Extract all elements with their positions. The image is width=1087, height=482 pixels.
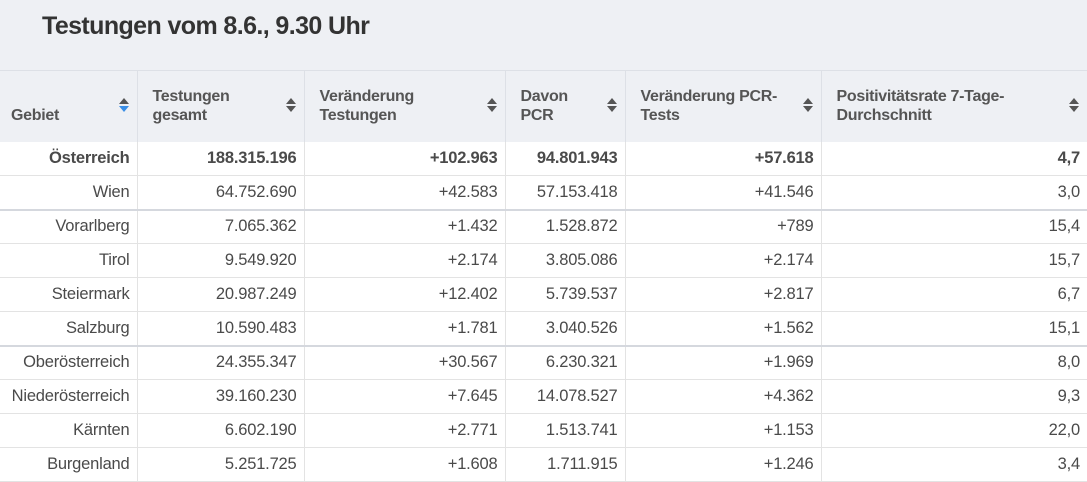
cell-gebiet: Oberösterreich bbox=[0, 345, 137, 380]
table-row: Burgenland 5.251.725 +1.608 1.711.915 +1.246… bbox=[0, 447, 1087, 482]
cell-veraenderung-testungen: +1.608 bbox=[303, 447, 505, 482]
cell-veraenderung-testungen: +2.771 bbox=[303, 413, 505, 448]
cell-davon-pcr: 14.078.527 bbox=[504, 379, 625, 414]
cell-positivitaetsrate: 3,4 bbox=[820, 447, 1087, 482]
cell-davon-pcr: 6.230.321 bbox=[504, 345, 625, 380]
column-label: Davon PCR bbox=[520, 88, 569, 124]
table-row: Steiermark 20.987.249 +12.402 5.739.537 +2.8… bbox=[0, 277, 1087, 312]
cell-davon-pcr: 3.040.526 bbox=[504, 311, 625, 347]
cell-veraenderung-pcr: +41.546 bbox=[624, 175, 821, 211]
cell-veraenderung-testungen: +2.174 bbox=[303, 243, 505, 278]
cell-positivitaetsrate: 6,7 bbox=[820, 277, 1087, 312]
cell-veraenderung-testungen: +42.583 bbox=[303, 175, 505, 211]
cell-testungen-gesamt: 5.251.725 bbox=[136, 447, 304, 482]
cell-testungen-gesamt: 6.602.190 bbox=[136, 413, 304, 448]
cell-testungen-gesamt: 9.549.920 bbox=[136, 243, 304, 278]
column-label: Gebiet bbox=[11, 107, 59, 124]
cell-gebiet: Niederösterreich bbox=[0, 379, 137, 414]
column-header-testungen-gesamt[interactable]: Testungen gesamt bbox=[136, 70, 304, 142]
cell-davon-pcr: 5.739.537 bbox=[504, 277, 625, 312]
column-header-veraenderung-pcr[interactable]: Veränderung PCR-Tests bbox=[624, 70, 821, 142]
cell-veraenderung-testungen: +7.645 bbox=[303, 379, 505, 414]
sort-icon[interactable] bbox=[285, 98, 296, 116]
cell-positivitaetsrate: 15,4 bbox=[820, 209, 1087, 244]
sort-icon[interactable] bbox=[802, 98, 813, 116]
cell-positivitaetsrate: 4,7 bbox=[820, 141, 1087, 176]
column-label: Positivitätsrate 7-Tage-Durchschnitt bbox=[836, 88, 1005, 124]
column-label: Testungen gesamt bbox=[152, 88, 230, 124]
page-title: Testungen vom 8.6., 9.30 Uhr bbox=[42, 12, 370, 40]
title-bar: Testungen vom 8.6., 9.30 Uhr bbox=[0, 0, 1087, 70]
cell-positivitaetsrate: 15,1 bbox=[820, 311, 1087, 347]
column-label: Veränderung Testungen bbox=[319, 88, 415, 124]
table-row: Salzburg 10.590.483 +1.781 3.040.526 +1.562 1… bbox=[0, 311, 1087, 347]
cell-testungen-gesamt: 188.315.196 bbox=[136, 141, 304, 176]
cell-testungen-gesamt: 39.160.230 bbox=[136, 379, 304, 414]
testing-table: Gebiet Testungen gesamt Veränderung Testun… bbox=[0, 70, 1087, 482]
table-row: Vorarlberg 7.065.362 +1.432 1.528.872 +789 15… bbox=[0, 209, 1087, 244]
cell-veraenderung-pcr: +789 bbox=[624, 209, 821, 244]
cell-davon-pcr: 3.805.086 bbox=[504, 243, 625, 278]
cell-veraenderung-pcr: +1.153 bbox=[624, 413, 821, 448]
sort-icon[interactable] bbox=[118, 98, 129, 116]
table-row: Österreich 188.315.196 +102.963 94.801.943 +… bbox=[0, 141, 1087, 176]
column-header-gebiet[interactable]: Gebiet bbox=[0, 70, 137, 142]
cell-veraenderung-testungen: +12.402 bbox=[303, 277, 505, 312]
column-header-positivitaetsrate[interactable]: Positivitätsrate 7-Tage-Durchschnitt bbox=[820, 70, 1087, 142]
cell-veraenderung-testungen: +1.432 bbox=[303, 209, 505, 244]
cell-veraenderung-pcr: +1.562 bbox=[624, 311, 821, 347]
cell-gebiet: Tirol bbox=[0, 243, 137, 278]
cell-davon-pcr: 94.801.943 bbox=[504, 141, 625, 176]
column-label: Veränderung PCR-Tests bbox=[640, 88, 778, 124]
table-row: Wien 64.752.690 +42.583 57.153.418 +41.546 3,… bbox=[0, 175, 1087, 211]
cell-davon-pcr: 1.711.915 bbox=[504, 447, 625, 482]
table-row: Tirol 9.549.920 +2.174 3.805.086 +2.174 15,7 bbox=[0, 243, 1087, 278]
column-header-davon-pcr[interactable]: Davon PCR bbox=[504, 70, 625, 142]
cell-gebiet: Österreich bbox=[0, 141, 137, 176]
column-header-veraenderung-testungen[interactable]: Veränderung Testungen bbox=[303, 70, 505, 142]
cell-gebiet: Steiermark bbox=[0, 277, 137, 312]
sort-icon[interactable] bbox=[486, 98, 497, 116]
cell-positivitaetsrate: 9,3 bbox=[820, 379, 1087, 414]
cell-testungen-gesamt: 20.987.249 bbox=[136, 277, 304, 312]
cell-testungen-gesamt: 7.065.362 bbox=[136, 209, 304, 244]
table-row: Oberösterreich 24.355.347 +30.567 6.230.321… bbox=[0, 345, 1087, 380]
cell-positivitaetsrate: 3,0 bbox=[820, 175, 1087, 211]
cell-gebiet: Vorarlberg bbox=[0, 209, 137, 244]
cell-gebiet: Burgenland bbox=[0, 447, 137, 482]
cell-positivitaetsrate: 8,0 bbox=[820, 345, 1087, 380]
cell-positivitaetsrate: 22,0 bbox=[820, 413, 1087, 448]
cell-veraenderung-testungen: +102.963 bbox=[303, 141, 505, 176]
cell-testungen-gesamt: 10.590.483 bbox=[136, 311, 304, 347]
cell-gebiet: Kärnten bbox=[0, 413, 137, 448]
cell-veraenderung-pcr: +1.969 bbox=[624, 345, 821, 380]
cell-veraenderung-pcr: +1.246 bbox=[624, 447, 821, 482]
cell-davon-pcr: 1.513.741 bbox=[504, 413, 625, 448]
sort-icon[interactable] bbox=[1069, 98, 1079, 116]
table-row: Niederösterreich 39.160.230 +7.645 14.078.5… bbox=[0, 379, 1087, 414]
cell-veraenderung-pcr: +2.174 bbox=[624, 243, 821, 278]
sort-icon[interactable] bbox=[606, 98, 617, 116]
cell-gebiet: Wien bbox=[0, 175, 137, 211]
cell-testungen-gesamt: 24.355.347 bbox=[136, 345, 304, 380]
cell-veraenderung-testungen: +1.781 bbox=[303, 311, 505, 347]
cell-davon-pcr: 1.528.872 bbox=[504, 209, 625, 244]
table-row: Kärnten 6.602.190 +2.771 1.513.741 +1.153 22,… bbox=[0, 413, 1087, 448]
cell-gebiet: Salzburg bbox=[0, 311, 137, 347]
cell-positivitaetsrate: 15,7 bbox=[820, 243, 1087, 278]
cell-veraenderung-pcr: +4.362 bbox=[624, 379, 821, 414]
cell-veraenderung-pcr: +2.817 bbox=[624, 277, 821, 312]
cell-veraenderung-pcr: +57.618 bbox=[624, 141, 821, 176]
cell-veraenderung-testungen: +30.567 bbox=[303, 345, 505, 380]
cell-davon-pcr: 57.153.418 bbox=[504, 175, 625, 211]
cell-testungen-gesamt: 64.752.690 bbox=[136, 175, 304, 211]
